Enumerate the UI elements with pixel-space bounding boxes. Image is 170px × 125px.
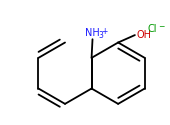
Text: OH: OH xyxy=(136,30,151,40)
Text: NH: NH xyxy=(85,28,100,38)
Text: 3: 3 xyxy=(98,31,103,40)
Text: Cl: Cl xyxy=(148,24,157,34)
Text: +: + xyxy=(101,26,108,36)
Text: −: − xyxy=(159,22,165,31)
